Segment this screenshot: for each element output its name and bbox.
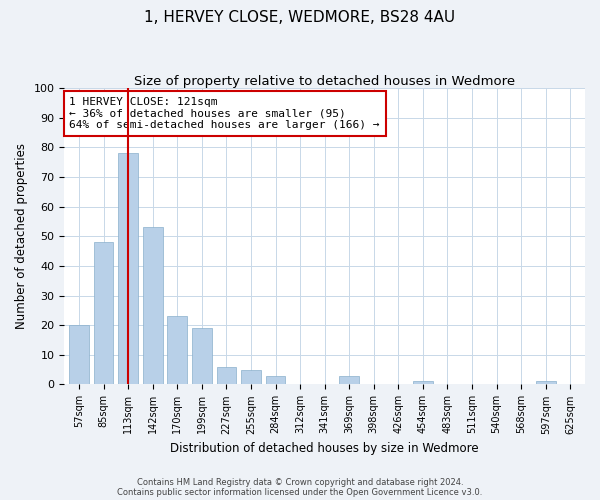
Text: Contains HM Land Registry data © Crown copyright and database right 2024.
Contai: Contains HM Land Registry data © Crown c… — [118, 478, 482, 497]
Bar — [118, 153, 138, 384]
Bar — [94, 242, 113, 384]
Bar — [217, 366, 236, 384]
Text: 1 HERVEY CLOSE: 121sqm
← 36% of detached houses are smaller (95)
64% of semi-det: 1 HERVEY CLOSE: 121sqm ← 36% of detached… — [70, 97, 380, 130]
Bar — [536, 382, 556, 384]
Bar — [266, 376, 286, 384]
Bar — [241, 370, 261, 384]
Text: 1, HERVEY CLOSE, WEDMORE, BS28 4AU: 1, HERVEY CLOSE, WEDMORE, BS28 4AU — [145, 10, 455, 25]
Bar — [192, 328, 212, 384]
Title: Size of property relative to detached houses in Wedmore: Size of property relative to detached ho… — [134, 75, 515, 88]
Bar — [69, 325, 89, 384]
Y-axis label: Number of detached properties: Number of detached properties — [15, 143, 28, 329]
Bar — [143, 228, 163, 384]
Bar — [340, 376, 359, 384]
Bar — [413, 382, 433, 384]
Bar — [167, 316, 187, 384]
X-axis label: Distribution of detached houses by size in Wedmore: Distribution of detached houses by size … — [170, 442, 479, 455]
